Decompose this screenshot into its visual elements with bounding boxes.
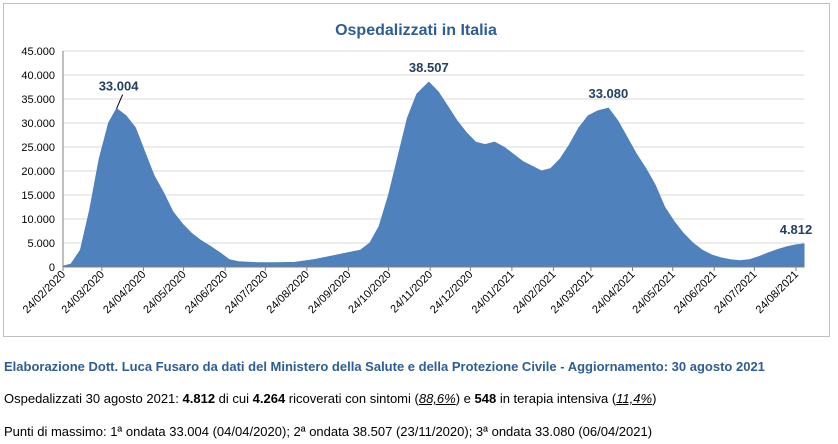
summary-mid1: di cui: [215, 391, 253, 406]
x-tick-label: 24/08/2021: [754, 269, 801, 316]
chart-title: Ospedalizzati in Italia: [335, 22, 497, 39]
y-tick-label: 45.000: [21, 46, 55, 58]
hospitalized-summary: Ospedalizzati 30 agosto 2021: 4.812 di c…: [4, 391, 656, 406]
summary-mid4: in terapia intensiva (: [496, 391, 617, 406]
y-tick-label: 0: [49, 262, 55, 274]
summary-mid3: ) e: [455, 391, 475, 406]
summary-mid2: ricoverati con sintomi (: [285, 391, 419, 406]
summary-prefix: Ospedalizzati 30 agosto 2021:: [4, 391, 183, 406]
x-tick-label: 24/07/2021: [712, 269, 759, 316]
x-tick-label: 24/07/2020: [223, 269, 270, 316]
total-hospitalized: 4.812: [182, 391, 216, 406]
x-tick-label: 24/05/2021: [630, 269, 677, 316]
y-tick-label: 35.000: [21, 94, 55, 106]
y-tick-label: 10.000: [21, 214, 55, 226]
x-tick-label: 24/01/2021: [470, 269, 517, 316]
y-tick-label: 20.000: [21, 166, 55, 178]
icu-percent: 11,4%: [616, 391, 653, 406]
peak-label: 33.080: [588, 86, 628, 101]
peak-label: 38.507: [409, 60, 449, 75]
peak-label: 4.812: [780, 222, 813, 237]
hospitalized-area-chart: Ospedalizzati in Italia 0 5.000 10.000 15.0…: [21, 22, 813, 316]
summary-suffix: ): [652, 391, 657, 406]
icu-count: 548: [474, 391, 497, 406]
series-area: [62, 81, 805, 268]
x-tick-label: 24/08/2020: [265, 269, 312, 316]
x-tick-label: 24/12/2020: [428, 269, 475, 316]
axes: [62, 51, 804, 271]
x-tick-labels: 24/02/202024/03/202024/04/202024/05/2020…: [21, 269, 801, 316]
y-tick-label: 40.000: [21, 70, 55, 82]
y-tick-labels: 0 5.000 10.000 15.000 20.000 25.000 30.000 35.0…: [21, 46, 55, 274]
y-tick-label: 15.000: [21, 190, 55, 202]
y-tick-label: 25.000: [21, 142, 55, 154]
y-tick-label: 30.000: [21, 118, 55, 130]
symptoms-count: 4.264: [252, 391, 286, 406]
annotation-leader: [116, 94, 124, 109]
y-tick-label: 5.000: [27, 238, 55, 250]
x-tick-label: 24/10/2020: [346, 269, 393, 316]
series-area-path: [62, 81, 805, 268]
source-credit: Elaborazione Dott. Luca Fusaro da dati d…: [4, 359, 765, 374]
peak-label: 33.004: [99, 79, 140, 94]
symptoms-percent: 88,6%: [418, 391, 456, 406]
chart-container: Ospedalizzati in Italia 0 5.000 10.000 15.0…: [3, 3, 830, 337]
peak-summary: Punti di massimo: 1ª ondata 33.004 (04/0…: [4, 424, 653, 439]
x-tick-label: 24/05/2020: [141, 269, 188, 316]
peak-annotations: 33.004 38.507 33.080 4.812: [99, 60, 813, 237]
